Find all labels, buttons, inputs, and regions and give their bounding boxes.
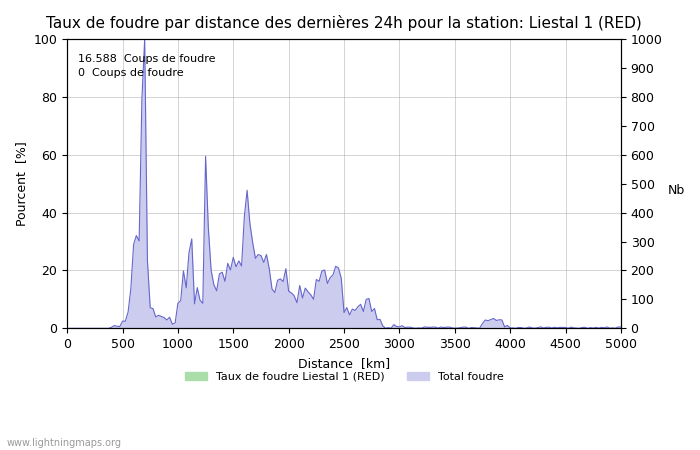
Title: Taux de foudre par distance des dernières 24h pour la station: Liestal 1 (RED): Taux de foudre par distance des dernière… (46, 15, 642, 31)
Text: www.lightningmaps.org: www.lightningmaps.org (7, 437, 122, 447)
Y-axis label: Nb: Nb (668, 184, 685, 197)
Legend: Taux de foudre Liestal 1 (RED), Total foudre: Taux de foudre Liestal 1 (RED), Total fo… (180, 368, 508, 387)
Text: 16.588  Coups de foudre: 16.588 Coups de foudre (78, 54, 216, 63)
Text: 0  Coups de foudre: 0 Coups de foudre (78, 68, 184, 78)
Y-axis label: Pourcent  [%]: Pourcent [%] (15, 141, 28, 226)
X-axis label: Distance  [km]: Distance [km] (298, 356, 390, 369)
